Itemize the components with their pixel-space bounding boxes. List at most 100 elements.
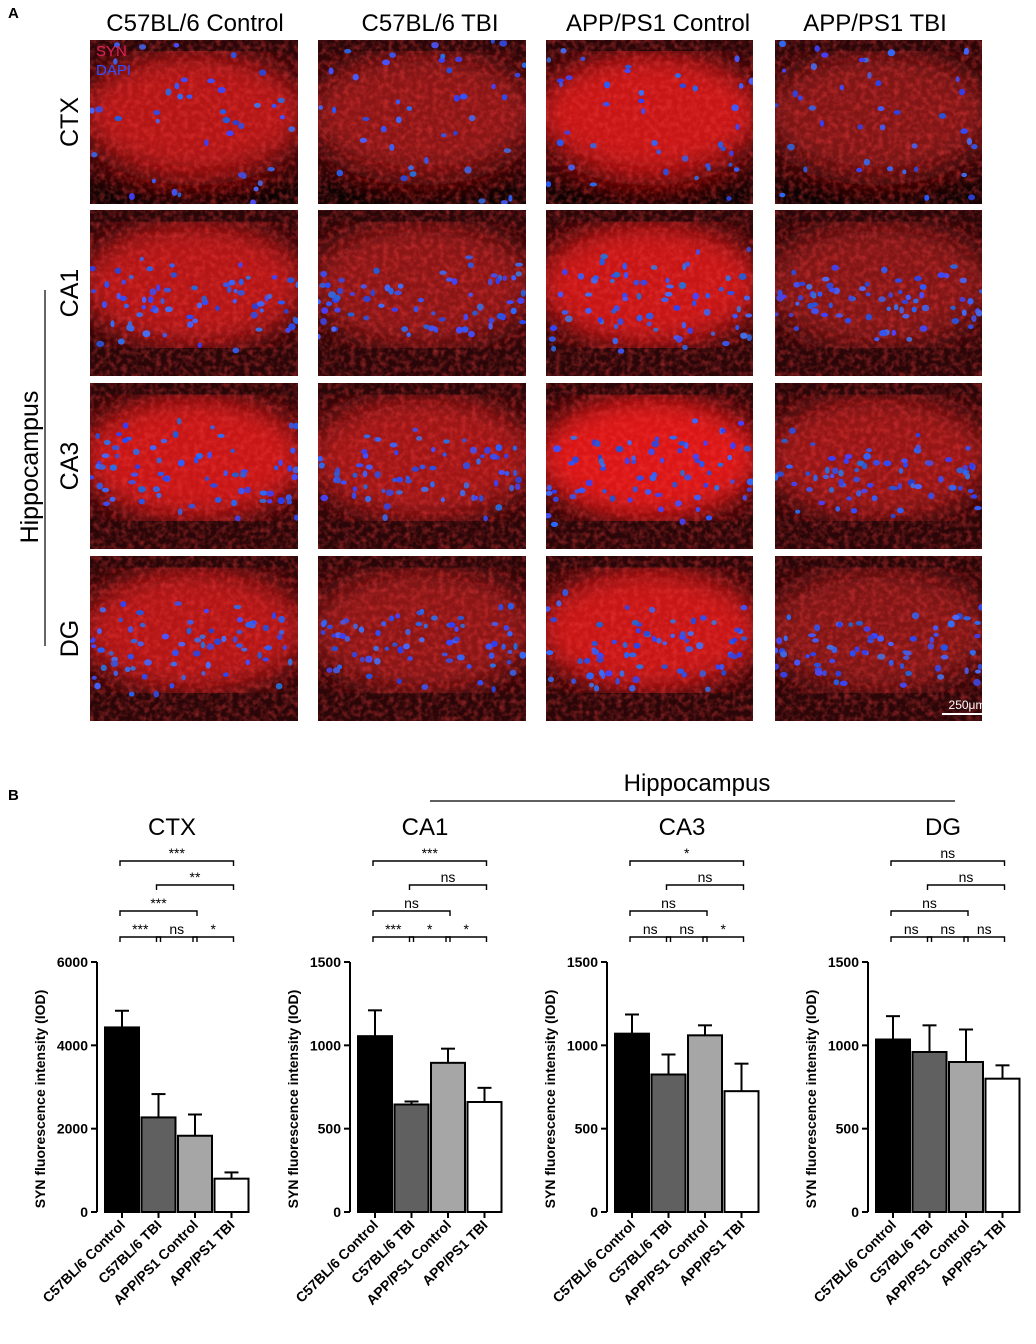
- row-label: DG: [56, 620, 84, 658]
- significance-bracket: *: [445, 921, 488, 942]
- significance-label: ns: [441, 869, 456, 885]
- hippocampus-group-title: Hippocampus: [624, 770, 771, 797]
- y-axis-title: SYN fluorescence intensity (IOD): [803, 990, 819, 1209]
- significance-bracket: ns: [665, 921, 708, 942]
- significance-bracket: ns: [408, 869, 488, 890]
- bar: [948, 1061, 984, 1213]
- chart-title: CTX: [148, 814, 196, 841]
- significance-bracket: ns: [926, 921, 969, 942]
- significance-label: ns: [404, 895, 419, 911]
- significance-bracket: ns: [890, 921, 933, 942]
- x-category-label: APP/PS1 TBI: [676, 1217, 748, 1289]
- significance-bracket: ns: [926, 869, 1006, 890]
- y-tick-label: 1500: [828, 954, 859, 970]
- micrograph-tile: [318, 210, 526, 376]
- significance-bracket: ***: [119, 895, 198, 916]
- significance-label: ns: [940, 845, 955, 861]
- micrograph-tile: [90, 556, 298, 721]
- y-tick-label: 4000: [57, 1037, 88, 1053]
- bar-chart-ca1: CA1 0 500 1000 1500 SYN fluorescence intensit…: [285, 814, 503, 1308]
- y-tick-label: 1000: [567, 1037, 598, 1053]
- significance-bracket: ns: [155, 921, 198, 942]
- significance-bracket: ***: [119, 845, 235, 866]
- y-axis-title: SYN fluorescence intensity (IOD): [285, 990, 301, 1209]
- bar: [140, 1116, 177, 1213]
- row-label: CA3: [56, 442, 84, 491]
- chart-title: DG: [925, 814, 961, 841]
- significance-bracket: ns: [963, 921, 1006, 942]
- y-tick-label: 500: [836, 1121, 860, 1137]
- significance-bracket: ns: [890, 895, 969, 916]
- x-category-label: APP/PS1 TBI: [937, 1217, 1009, 1289]
- significance-bracket: ***: [372, 921, 415, 942]
- y-tick-label: 2000: [57, 1121, 88, 1137]
- panel-a-label: A: [8, 5, 19, 22]
- y-axis-title: SYN fluorescence intensity (IOD): [542, 990, 558, 1209]
- significance-bracket: *: [408, 921, 451, 942]
- micrograph-tile: [90, 383, 298, 549]
- significance-bracket: ns: [629, 921, 672, 942]
- column-title: APP/PS1 TBI: [803, 10, 947, 37]
- significance-label: ns: [940, 921, 955, 937]
- bar: [875, 1038, 911, 1213]
- column-title: C57BL/6 TBI: [362, 10, 499, 37]
- bar: [430, 1061, 466, 1214]
- micrograph-tile: [775, 556, 982, 721]
- significance-label: ***: [422, 845, 439, 861]
- significance-label: ***: [385, 921, 402, 937]
- micrograph-tile: [318, 556, 526, 721]
- significance-label: *: [684, 845, 690, 861]
- bar-chart-ca3: CA3 0 500 1000 1500 SYN fluorescence intensit…: [542, 814, 760, 1308]
- bar: [466, 1101, 503, 1213]
- micrograph-tile: [775, 210, 982, 376]
- y-tick-label: 500: [575, 1121, 599, 1137]
- significance-label: *: [211, 921, 217, 937]
- significance-label: ns: [922, 895, 937, 911]
- micrograph-tile: [546, 210, 753, 376]
- significance-bracket: *: [702, 921, 745, 942]
- significance-label: ns: [661, 895, 676, 911]
- bar: [177, 1134, 213, 1213]
- y-tick-label: 6000: [57, 954, 88, 970]
- stain-legend-label: SYN: [96, 43, 127, 60]
- y-tick-label: 0: [333, 1204, 341, 1220]
- bar-chart-ctx: CTX 0 2000 4000 6000 SYN fluorescence intensi…: [32, 814, 250, 1308]
- significance-bracket: **: [155, 869, 235, 890]
- significance-label: ns: [959, 869, 974, 885]
- significance-label: ***: [169, 845, 186, 861]
- significance-label: *: [464, 921, 470, 937]
- panel-a: A C57BL/6 Control C57BL/6 TBI APP/PS1 Cont…: [8, 5, 990, 721]
- micrograph-tile: [546, 556, 753, 721]
- significance-label: ns: [904, 921, 919, 937]
- significance-label: ns: [698, 869, 713, 885]
- y-tick-label: 1500: [310, 954, 341, 970]
- bar: [984, 1077, 1021, 1213]
- column-title: APP/PS1 Control: [566, 10, 750, 37]
- significance-bracket: ns: [665, 869, 745, 890]
- y-tick-label: 1500: [567, 954, 598, 970]
- significance-label: **: [190, 869, 201, 885]
- significance-bracket: *: [629, 845, 745, 866]
- stain-legend: SYN DAPI: [96, 43, 131, 79]
- bar: [393, 1103, 430, 1213]
- micrograph-tile: [775, 383, 982, 549]
- significance-label: ***: [132, 921, 149, 937]
- bar-chart-dg: DG 0 500 1000 1500 SYN fluorescence intensity…: [803, 814, 1021, 1308]
- micrograph-tile: [546, 383, 753, 549]
- significance-label: ns: [977, 921, 992, 937]
- significance-bracket: ns: [890, 845, 1006, 866]
- micrograph-tile: [775, 40, 982, 204]
- bar: [687, 1034, 723, 1214]
- bar: [650, 1073, 687, 1213]
- stain-legend-label: DAPI: [96, 62, 131, 79]
- y-tick-label: 500: [318, 1121, 342, 1137]
- panel-b: B Hippocampus CTX 0 2000 4000 6000 SYN fluore…: [0, 760, 1036, 1339]
- bar: [723, 1090, 760, 1213]
- panel-b-label: B: [8, 787, 19, 804]
- panel-b-svg: B Hippocampus CTX 0 2000 4000 6000 SYN fluore…: [8, 770, 1021, 1308]
- column-title: C57BL/6 Control: [106, 10, 283, 37]
- scale-bar: 250μm: [942, 698, 990, 715]
- significance-bracket: *: [192, 921, 235, 942]
- y-tick-label: 0: [851, 1204, 859, 1220]
- significance-label: *: [427, 921, 433, 937]
